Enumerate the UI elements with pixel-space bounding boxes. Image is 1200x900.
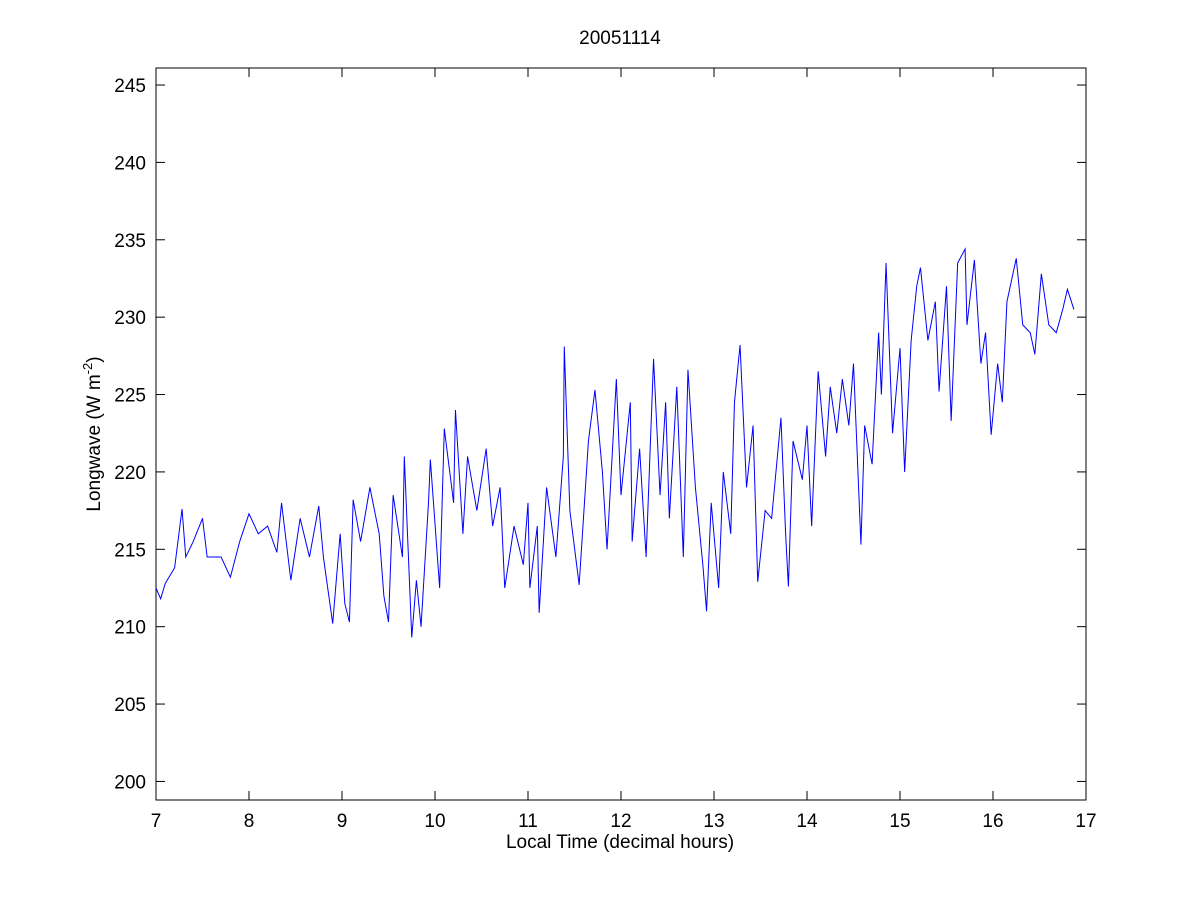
y-tick-label: 205 — [114, 695, 146, 716]
y-tick-label: 220 — [114, 463, 146, 484]
y-label-main: Longwave (W m — [84, 374, 105, 511]
y-tick-label: 225 — [114, 386, 146, 407]
x-tick-label: 16 — [982, 811, 1003, 832]
x-tick-label: 8 — [244, 811, 255, 832]
x-tick-label: 17 — [1075, 811, 1096, 832]
y-tick-label: 230 — [114, 308, 146, 329]
x-tick-label: 11 — [518, 811, 538, 832]
y-tick-label: 210 — [114, 618, 146, 639]
x-tick-label: 13 — [703, 811, 724, 832]
y-tick-label: 240 — [114, 153, 146, 174]
y-axis-label: Longwave (W m-2) — [80, 356, 105, 511]
y-tick-label: 200 — [114, 772, 146, 793]
y-label-end: ) — [84, 356, 105, 362]
x-tick-label: 14 — [796, 811, 818, 832]
x-axis-label: Local Time (decimal hours) — [506, 832, 734, 853]
x-tick-label: 10 — [424, 811, 445, 832]
x-tick-label: 15 — [889, 811, 910, 832]
data-line — [155, 247, 1075, 638]
x-tick-label: 12 — [610, 811, 631, 832]
y-tick-label: 235 — [114, 231, 146, 252]
y-tick-label: 215 — [114, 540, 146, 561]
y-tick-label: 245 — [114, 76, 146, 97]
x-tick-label: 9 — [337, 811, 348, 832]
y-label-sup: -2 — [80, 363, 95, 375]
x-tick-label: 7 — [151, 811, 162, 832]
chart-title: 20051114 — [579, 28, 661, 49]
plot-area — [155, 67, 1087, 801]
